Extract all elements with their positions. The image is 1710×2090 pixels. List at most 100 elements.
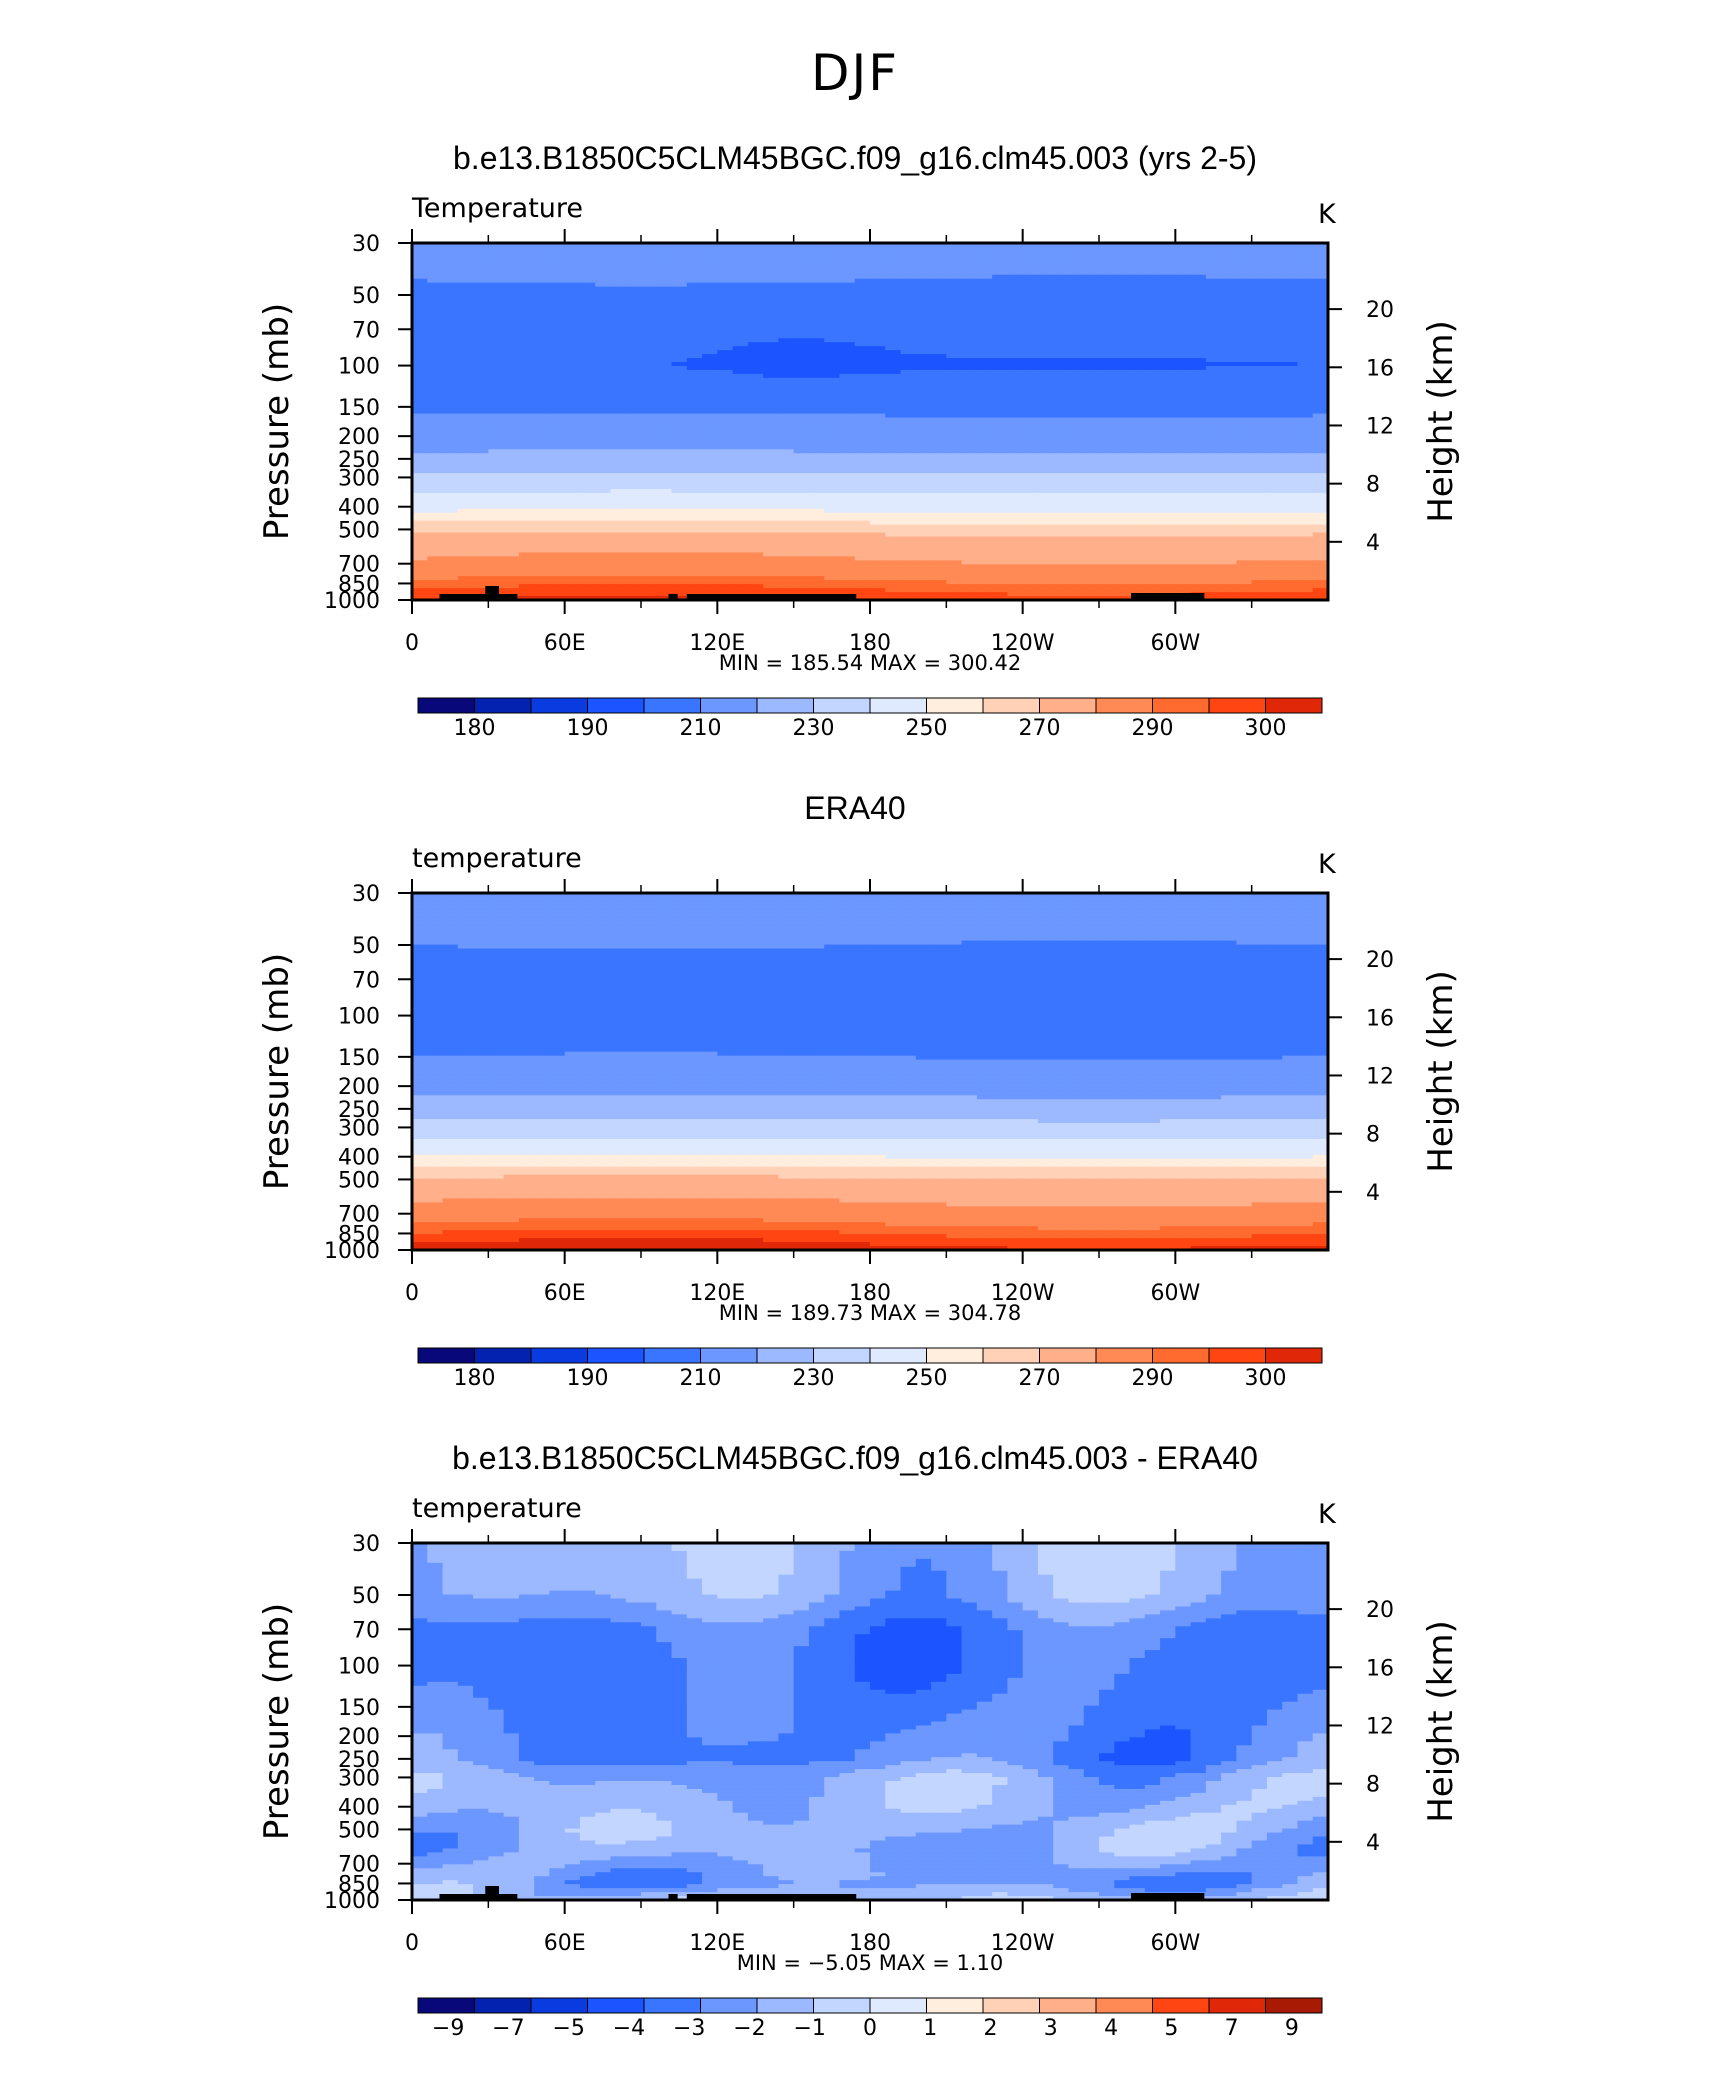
- contour-cell: [778, 524, 795, 530]
- contour-cell: [1160, 441, 1176, 446]
- contour-cell: [778, 389, 795, 395]
- contour-cell: [1221, 441, 1237, 446]
- contour-cell: [854, 306, 871, 312]
- contour-cell: [564, 564, 581, 569]
- contour-cell: [976, 504, 993, 510]
- contour-cell: [1282, 274, 1299, 280]
- contour-cell: [793, 461, 810, 466]
- contour-cell: [915, 346, 932, 351]
- contour-cell: [839, 298, 856, 304]
- contour-cell: [793, 528, 810, 534]
- contour-cell: [1129, 461, 1146, 466]
- contour-cell: [534, 473, 550, 478]
- contour-cell: [1221, 346, 1237, 351]
- contour-cell: [1053, 302, 1070, 308]
- contour-cell: [518, 334, 535, 339]
- contour-cell: [1205, 512, 1222, 518]
- contour-cell: [473, 469, 489, 474]
- contour-cell: [1099, 433, 1115, 438]
- contour-cell: [1099, 282, 1115, 288]
- contour-cell: [457, 473, 474, 478]
- contour-cell: [1068, 496, 1085, 502]
- contour-cell: [1129, 512, 1146, 518]
- contour-cell: [1068, 481, 1085, 486]
- contour-cell: [870, 246, 886, 252]
- contour-cell: [1068, 449, 1085, 454]
- contour-cell: [579, 492, 596, 498]
- contour-cell: [1160, 481, 1176, 486]
- contour-cell: [1282, 393, 1299, 399]
- contour-cell: [1099, 504, 1115, 510]
- contour-cell: [900, 262, 917, 268]
- contour-cell: [534, 306, 550, 312]
- contour-cell: [534, 302, 550, 308]
- contour-cell: [747, 266, 764, 272]
- contour-cell: [900, 532, 917, 538]
- contour-cell: [946, 484, 963, 490]
- contour-cell: [1160, 465, 1176, 470]
- contour-cell: [457, 508, 474, 514]
- contour-cell: [686, 294, 703, 300]
- contour-cell: [457, 488, 474, 494]
- contour-cell: [1053, 488, 1070, 494]
- contour-cell: [961, 322, 978, 327]
- contour-cell: [1297, 278, 1314, 284]
- contour-cell: [1053, 342, 1070, 347]
- contour-cell: [1083, 254, 1100, 260]
- contour-cell: [808, 286, 825, 292]
- contour-cell: [808, 500, 825, 506]
- contour-cell: [1236, 492, 1253, 498]
- contour-cell: [885, 350, 902, 355]
- contour-cell: [1190, 481, 1207, 486]
- contour-cell: [579, 441, 596, 446]
- contour-cell: [763, 417, 779, 423]
- contour-cell: [549, 492, 566, 498]
- contour-cell: [1068, 520, 1085, 526]
- contour-cell: [1007, 365, 1024, 371]
- contour-cell: [1221, 413, 1237, 419]
- contour-cell: [656, 326, 673, 331]
- contour-cell: [686, 274, 703, 280]
- contour-cell: [656, 393, 673, 399]
- contour-cell: [747, 536, 764, 542]
- contour-cell: [778, 243, 795, 248]
- contour-cell: [1175, 266, 1192, 272]
- contour-cell: [1175, 552, 1192, 557]
- contour-cell: [778, 373, 795, 379]
- contour-cell: [1099, 389, 1115, 395]
- contour-cell: [732, 540, 749, 546]
- contour-cell: [549, 373, 566, 379]
- contour-cell: [1312, 342, 1328, 347]
- contour-cell: [610, 401, 627, 407]
- contour-cell: [915, 274, 932, 280]
- contour-cell: [503, 477, 520, 482]
- contour-cell: [1083, 358, 1100, 363]
- contour-cell: [900, 504, 917, 510]
- contour-cell: [763, 373, 779, 379]
- contour-cell: [778, 528, 795, 534]
- contour-cell: [457, 306, 474, 312]
- contour-cell: [564, 409, 581, 415]
- contour-cell: [1068, 524, 1085, 530]
- contour-cell: [1037, 457, 1054, 462]
- contour-cell: [473, 286, 489, 292]
- contour-cell: [1037, 548, 1054, 553]
- contour-cell: [961, 302, 978, 308]
- contour-cell: [1068, 425, 1085, 431]
- contour-cell: [763, 318, 779, 323]
- contour-cell: [1205, 298, 1222, 304]
- contour-cell: [579, 362, 596, 367]
- contour-cell: [686, 417, 703, 423]
- contour-cell: [641, 290, 657, 296]
- contour-cell: [656, 520, 673, 526]
- contour-cell: [641, 286, 657, 292]
- contour-cell: [1099, 365, 1115, 371]
- contour-cell: [457, 286, 474, 292]
- contour-cell: [534, 334, 550, 339]
- contour-cell: [503, 429, 520, 434]
- contour-cell: [1221, 500, 1237, 506]
- contour-cell: [1099, 457, 1115, 462]
- contour-cell: [1083, 330, 1100, 335]
- contour-cell: [1221, 477, 1237, 482]
- contour-cell: [412, 481, 428, 486]
